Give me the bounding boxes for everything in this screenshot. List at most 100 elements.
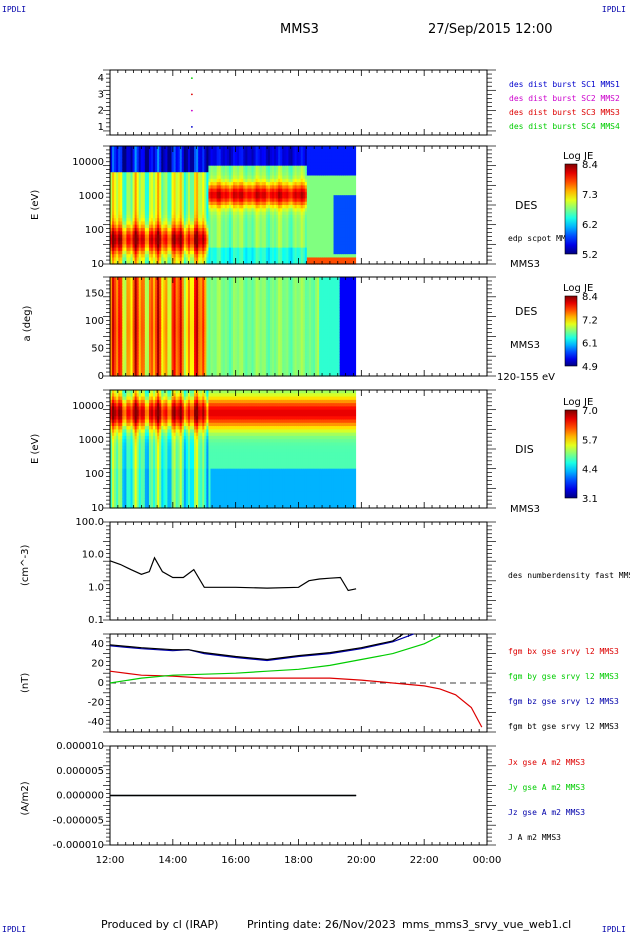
burst-panel-ytick-label: 3	[98, 89, 104, 100]
des-energy-colorbar-tick: 6.2	[582, 220, 598, 231]
current-ylabel: (A/m2)	[20, 781, 31, 815]
mission-title: MMS3	[280, 22, 319, 37]
des-pitch-empty	[356, 277, 487, 376]
des-pitch-colorbar-tick: 4.9	[582, 362, 598, 373]
current-legend-entry: J A m2 MMS3	[508, 833, 561, 842]
dis-energy-panel-cells	[110, 390, 357, 509]
des-pitch-colorbar	[564, 295, 578, 367]
bfield-series-line	[109, 633, 404, 661]
burst-marker	[190, 77, 193, 80]
current-legend-entry: Jx gse A m2 MMS3	[508, 758, 585, 767]
burst-panel-ytick-label: 1	[98, 122, 104, 133]
current-panel-ytick-label: 0.000005	[56, 766, 104, 777]
des-energy-sublabel: MMS3	[510, 259, 540, 270]
des-pitch-energy-range: 120-155 eV	[497, 372, 555, 383]
density-panel-frame	[109, 521, 488, 621]
time-axis-tick-label: 18:00	[284, 855, 313, 866]
des-energy-colorbar-tick: 7.3	[582, 190, 598, 201]
des-pitch-colorbar-tick: 8.4	[582, 292, 598, 303]
footer-printing-date: Printing date: 26/Nov/2023	[247, 918, 396, 931]
dis-energy-colorbar-tick: 7.0	[582, 406, 598, 417]
des-pitch-panel-ytick-label: 150	[85, 289, 104, 300]
bfield-legend-entry: fgm bt gse srvy l2 MMS3	[508, 722, 619, 731]
density-panel-ytick-label: 0.1	[88, 615, 104, 626]
des-pitch-colorbar-title: Log JE	[563, 283, 593, 294]
dis-energy-panel-ytick-label: 1000	[79, 435, 104, 446]
burst-legend-entry: des dist burst SC4 MMS4	[509, 122, 620, 131]
density-panel-ytick-label: 10.0	[82, 550, 104, 561]
burst-marker	[190, 109, 193, 112]
burst-marker	[190, 93, 193, 96]
des-pitch-panel-ytick-label: 0	[98, 371, 104, 382]
current-panel-ytick-label: 0.000000	[56, 791, 104, 802]
dis-energy-panel-ytick-label: 10000	[72, 401, 104, 412]
density-legend-entry: des numberdensity fast MMS3	[508, 571, 630, 580]
datetime-title: 27/Sep/2015 12:00	[428, 22, 553, 37]
bfield-series-line	[109, 633, 414, 662]
dis-energy-colorbar-title: Log JE	[563, 397, 593, 408]
des-energy-ylabel: E (eV)	[30, 190, 41, 220]
dis-energy-sublabel: MMS3	[510, 504, 540, 515]
footer-file: mms_mms3_srvy_vue_web1.cl	[402, 918, 572, 931]
des-energy-panel-ytick-label: 10000	[72, 157, 104, 168]
density-ylabel: (cm^-3)	[20, 545, 31, 586]
current-panel-ytick-label: -0.000005	[53, 815, 104, 826]
dis-energy-colorbar-tick: 4.4	[582, 465, 598, 476]
bfield-panel-ytick-label: 40	[91, 639, 104, 650]
burst-marker	[190, 125, 193, 128]
corner-label-top-right: IPDLI	[601, 5, 626, 14]
des-energy-colorbar-tick: 5.2	[582, 250, 598, 261]
des-energy-empty	[356, 146, 487, 264]
corner-label-bottom-left: IPDLI	[2, 925, 27, 934]
current-legend-entry: Jy gse A m2 MMS3	[508, 783, 585, 792]
dis-energy-empty	[356, 390, 487, 508]
des-pitch-colorbar-tick: 7.2	[582, 315, 598, 326]
corner-label-bottom-right: IPDLI	[601, 925, 626, 934]
dis-energy-ylabel: E (eV)	[30, 434, 41, 464]
time-axis-tick-label: 14:00	[158, 855, 187, 866]
current-legend-entry: Jz gse A m2 MMS3	[508, 808, 585, 817]
edp-scpot-label: edp scpot MMS3	[508, 234, 576, 243]
des-pitch-panel-cells	[110, 277, 357, 377]
time-axis-tick-label: 12:00	[96, 855, 125, 866]
des-energy-panel-ytick-label: 1000	[79, 191, 104, 202]
burst-legend-entry: des dist burst SC3 MMS3	[509, 108, 620, 117]
dis-energy-panel-ytick-label: 10	[91, 503, 104, 514]
des-energy-panel-ytick-label: 100	[85, 225, 104, 236]
density-panel-ytick-label: 100.0	[75, 517, 104, 528]
bfield-legend-entry: fgm bz gse srvy l2 MMS3	[508, 697, 619, 706]
time-axis-tick-label: 22:00	[410, 855, 439, 866]
bfield-legend-entry: fgm by gse srvy l2 MMS3	[508, 672, 619, 681]
des-energy-colorbar	[564, 163, 578, 255]
des-pitch-sublabel: MMS3	[510, 340, 540, 351]
burst-legend-entry: des dist burst SC1 MMS1	[509, 80, 620, 89]
bfield-series-line	[109, 635, 441, 684]
bfield-panel-ytick-label: -40	[88, 717, 104, 728]
dis-energy-label: DIS	[515, 443, 534, 456]
des-energy-panel-ytick-label: 10	[91, 259, 104, 270]
des-energy-colorbar-tick: 8.4	[582, 160, 598, 171]
time-axis-tick-label: 20:00	[347, 855, 376, 866]
burst-panel-ytick-label: 4	[98, 73, 104, 84]
des-energy-panel-cells	[110, 146, 357, 265]
corner-label-top-left: IPDLI	[2, 5, 27, 14]
time-axis-tick-label: 16:00	[221, 855, 250, 866]
footer-produced: Produced by cl (IRAP)	[101, 918, 219, 931]
bfield-ylabel: (nT)	[20, 673, 31, 693]
current-panel-ytick-label: -0.000010	[53, 840, 104, 851]
des-pitch-panel-ytick-label: 100	[85, 316, 104, 327]
bfield-series-line	[109, 670, 483, 728]
burst-legend-entry: des dist burst SC2 MMS2	[509, 94, 620, 103]
des-energy-label: DES	[515, 199, 537, 212]
burst-panel-ytick-label: 2	[98, 106, 104, 117]
current-panel-ytick-label: 0.000010	[56, 741, 104, 752]
des-energy-colorbar-title: Log JE	[563, 151, 593, 162]
density-series-line	[109, 556, 357, 592]
density-panel-ytick-label: 1.0	[88, 582, 104, 593]
des-pitch-ylabel: a (deg)	[22, 305, 33, 341]
dis-energy-colorbar-tick: 3.1	[582, 494, 598, 505]
des-pitch-label: DES	[515, 305, 537, 318]
bfield-panel-ytick-label: -20	[88, 698, 104, 709]
burst-panel-frame	[109, 69, 488, 136]
